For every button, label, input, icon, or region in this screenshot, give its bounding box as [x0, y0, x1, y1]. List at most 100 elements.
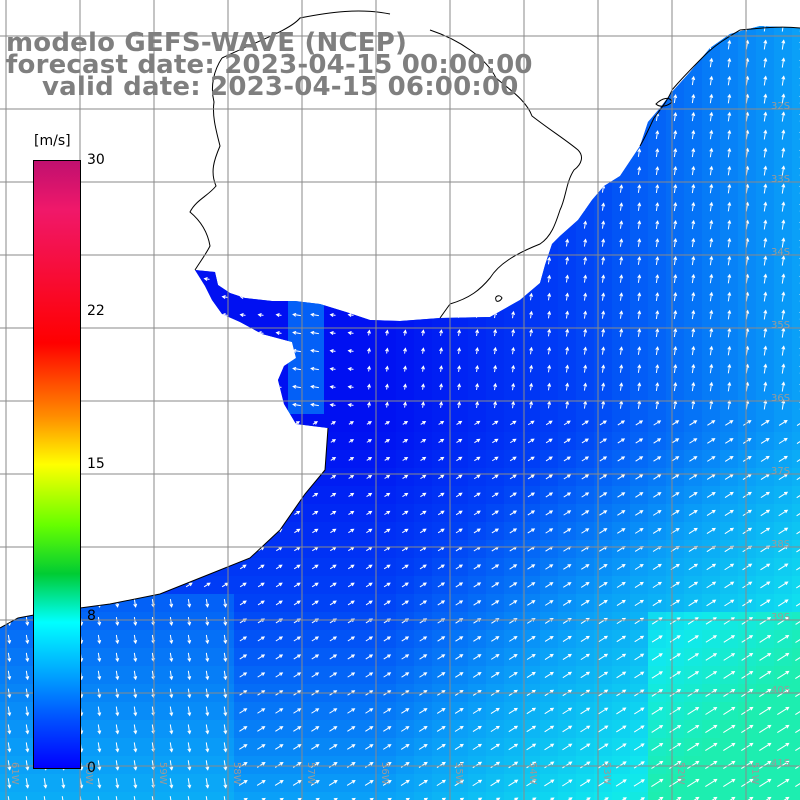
wind-arrow: [7, 796, 12, 800]
wind-arrow: [687, 760, 700, 770]
wind-arrow: [205, 706, 210, 717]
wind-arrow: [581, 474, 590, 480]
wind-arrow: [545, 564, 554, 570]
wind-arrow: [292, 330, 301, 335]
wind-arrow: [652, 599, 663, 607]
wind-arrow: [763, 147, 768, 158]
wind-arrow: [187, 670, 192, 681]
wind-arrow: [329, 654, 338, 660]
wind-arrow: [655, 202, 660, 211]
wind-arrow: [691, 291, 696, 302]
wind-arrow: [383, 654, 392, 660]
wind-arrow: [205, 634, 210, 645]
wind-arrow: [601, 274, 606, 283]
wind-arrow: [454, 743, 464, 750]
wind-arrow: [723, 653, 736, 661]
wind-arrow: [436, 725, 446, 732]
wind-arrow: [598, 581, 608, 588]
wind-arrow: [655, 346, 660, 355]
wind-arrow: [455, 564, 464, 570]
wind-arrow: [438, 420, 445, 425]
wind-arrow: [527, 600, 536, 606]
wind-arrow: [583, 274, 588, 283]
wind-arrow: [275, 331, 282, 335]
wind-arrow: [473, 654, 482, 660]
wind-arrow: [565, 256, 570, 265]
wind-arrow: [205, 778, 210, 789]
wind-arrow: [223, 616, 228, 626]
wind-arrow: [187, 652, 192, 663]
wind-arrow: [724, 581, 735, 589]
wind-arrow: [781, 309, 786, 320]
wind-arrow: [544, 779, 555, 787]
wind-arrow: [563, 420, 571, 426]
wind-arrow: [581, 510, 590, 516]
wind-arrow: [366, 421, 372, 425]
wind-arrow: [655, 184, 660, 193]
wind-arrow: [544, 653, 554, 660]
wind-arrow: [401, 564, 409, 570]
forecast-date: forecast date: 2023-04-15 00:00:00: [6, 50, 533, 80]
wind-arrow: [473, 582, 482, 588]
wind-arrow: [294, 510, 301, 516]
wind-arrow: [724, 473, 734, 480]
wind-arrow: [385, 383, 389, 390]
wind-arrow: [723, 778, 736, 788]
wind-arrow: [420, 420, 427, 425]
wind-arrow: [760, 563, 771, 571]
wind-arrow: [420, 438, 427, 443]
wind-arrow: [671, 456, 680, 462]
wind-arrow: [741, 778, 754, 788]
wind-arrow: [544, 743, 555, 751]
wind-arrow: [635, 510, 644, 516]
wind-arrow: [778, 527, 789, 535]
wind-arrow: [687, 635, 699, 643]
wind-arrow: [347, 331, 354, 335]
wind-arrow: [778, 509, 789, 517]
wind-arrow: [511, 310, 516, 319]
wind-arrow: [490, 761, 501, 769]
wind-arrow: [330, 474, 337, 479]
wind-arrow: [796, 509, 800, 517]
wind-arrow: [777, 652, 790, 661]
wind-arrow: [688, 492, 698, 498]
wind-arrow: [705, 742, 718, 752]
wind-arrow: [545, 438, 553, 444]
wind-arrow: [97, 616, 102, 626]
wind-arrow: [545, 456, 553, 462]
wind-arrow: [421, 347, 425, 354]
wind-arrow: [763, 345, 768, 356]
wind-arrow: [742, 455, 752, 462]
wind-arrow: [581, 564, 590, 570]
wind-arrow: [691, 327, 696, 338]
wind-arrow: [473, 474, 481, 480]
wind-arrow: [655, 256, 660, 265]
wind-arrow: [490, 671, 500, 678]
wind-arrow: [187, 634, 192, 645]
wind-arrow: [511, 346, 516, 355]
wind-arrow: [723, 635, 736, 643]
wind-arrow: [169, 599, 174, 608]
wind-arrow: [580, 635, 590, 643]
wind-arrow: [25, 796, 30, 800]
wind-arrow: [763, 201, 768, 212]
wind-arrow: [601, 310, 606, 319]
wind-arrow: [294, 528, 301, 534]
wind-arrow: [562, 725, 573, 733]
wind-arrow: [508, 671, 518, 678]
wind-arrow: [547, 256, 552, 265]
wind-arrow: [185, 582, 193, 588]
wind-arrow: [651, 796, 664, 800]
wind-arrow: [455, 582, 464, 588]
wind-arrow: [508, 743, 519, 751]
wind-arrow: [275, 636, 284, 642]
wind-arrow: [709, 291, 714, 302]
wind-arrow: [727, 237, 732, 248]
wind-arrow: [598, 743, 609, 751]
wind-arrow: [421, 401, 425, 408]
wind-arrow: [637, 328, 642, 337]
wind-arrow: [669, 707, 682, 715]
wind-arrow: [709, 75, 714, 86]
wind-arrow: [312, 510, 319, 516]
